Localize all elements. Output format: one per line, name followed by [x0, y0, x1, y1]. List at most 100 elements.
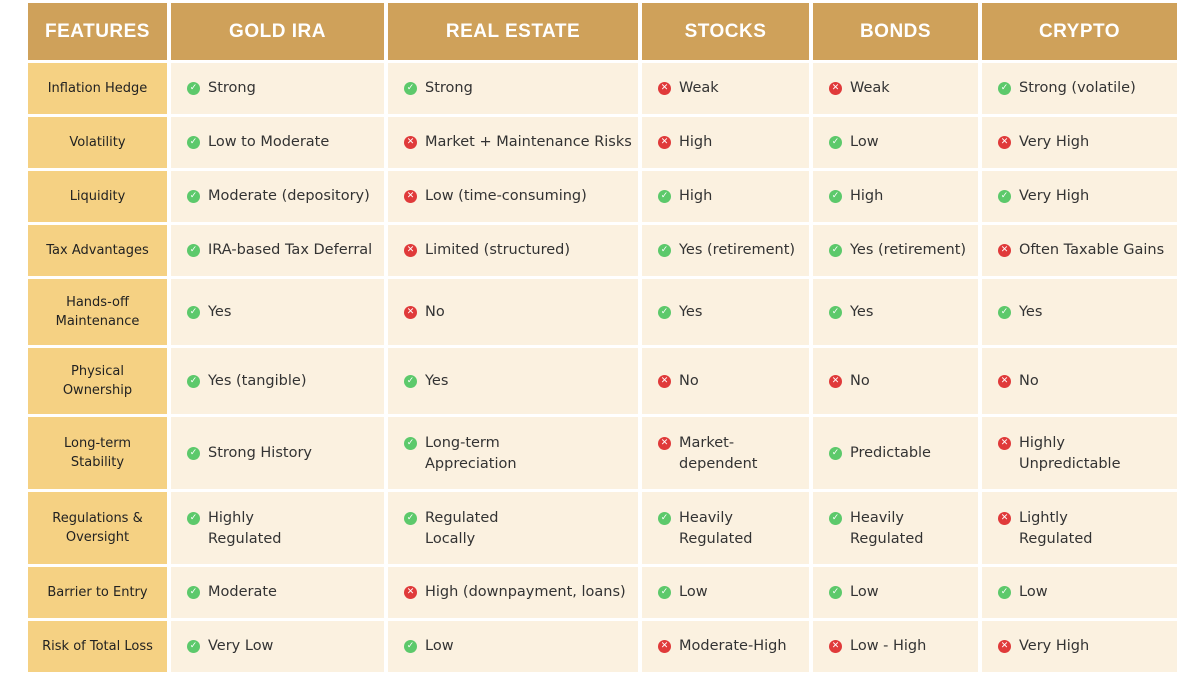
cell-text: Yes (retirement) — [679, 242, 796, 258]
cross-icon: ✕ — [998, 136, 1011, 149]
cross-icon: ✕ — [658, 82, 671, 95]
check-icon: ✓ — [404, 82, 417, 95]
cell-text: Very High — [1019, 188, 1090, 204]
cross-icon: ✕ — [404, 190, 417, 203]
check-icon: ✓ — [829, 244, 842, 257]
cell-text: Heavily Regulated — [850, 510, 924, 547]
cell-text: Low — [425, 638, 454, 654]
cell-text: No — [850, 372, 870, 389]
feature-label: Risk of Total Loss — [28, 621, 167, 672]
table-cell: ✕ No — [982, 348, 1177, 414]
cell-text: Predictable — [850, 444, 931, 461]
table-cell: ✓ Strong History — [171, 417, 384, 489]
cell-text: Highly Regulated — [208, 510, 282, 547]
cell-text: Market + Maintenance Risks — [425, 134, 632, 150]
table-cell: ✓ Heavily Regulated — [813, 492, 978, 564]
cross-icon: ✕ — [658, 374, 671, 388]
cross-icon: ✕ — [658, 136, 671, 149]
check-icon: ✓ — [829, 512, 842, 525]
check-icon: ✓ — [829, 586, 842, 599]
cell-text: Often Taxable Gains — [1019, 242, 1165, 258]
table-cell: ✕ Weak — [642, 63, 809, 114]
table-cell: ✓ Low — [388, 621, 638, 672]
table-cell: ✕ Lightly Regulated — [982, 492, 1177, 564]
cell-text: Limited (structured) — [425, 242, 570, 258]
header-features: FEATURES — [28, 3, 167, 60]
cell-text: Low (time-consuming) — [425, 188, 587, 204]
check-icon: ✓ — [998, 190, 1011, 203]
cross-icon: ✕ — [998, 437, 1011, 450]
cross-icon: ✕ — [658, 437, 671, 450]
table-cell: ✕ Very High — [982, 117, 1177, 168]
header-bonds: BONDS — [813, 3, 978, 60]
feature-label: Hands-off Maintenance — [28, 279, 167, 345]
cross-icon: ✕ — [998, 512, 1011, 525]
feature-label: Regulations & Oversight — [28, 492, 167, 564]
table-cell: ✓ Yes — [982, 279, 1177, 345]
cell-text: Weak — [850, 80, 890, 96]
cell-text: Strong (volatile) — [1019, 80, 1136, 96]
cell-text: High — [679, 188, 713, 204]
table-cell: ✕ Very High — [982, 621, 1177, 672]
check-icon: ✓ — [658, 586, 671, 599]
table-cell: ✓ Predictable — [813, 417, 978, 489]
cross-icon: ✕ — [404, 586, 417, 599]
check-icon: ✓ — [998, 82, 1011, 95]
cell-text: Very High — [1019, 638, 1090, 654]
table-cell: ✓ Yes (tangible) — [171, 348, 384, 414]
cell-text: High — [679, 134, 713, 150]
check-icon: ✓ — [187, 136, 200, 149]
table-cell: ✕ Moderate-High — [642, 621, 809, 672]
cell-text: IRA-based Tax Deferral — [208, 242, 373, 258]
cell-text: Market- dependent — [679, 435, 758, 472]
check-icon: ✓ — [998, 586, 1011, 599]
check-icon: ✓ — [829, 446, 842, 460]
check-icon: ✓ — [404, 512, 417, 525]
check-icon: ✓ — [187, 244, 200, 257]
check-icon: ✓ — [658, 305, 671, 319]
cross-icon: ✕ — [658, 640, 671, 653]
cross-icon: ✕ — [998, 244, 1011, 257]
table-cell: ✓ Long-term Appreciation — [388, 417, 638, 489]
check-icon: ✓ — [829, 190, 842, 203]
table-cell: ✓ IRA-based Tax Deferral — [171, 225, 384, 276]
cell-text: Heavily Regulated — [679, 510, 753, 547]
table-cell: ✕ No — [388, 279, 638, 345]
table-cell: ✓ Yes — [171, 279, 384, 345]
table-cell: ✕ No — [813, 348, 978, 414]
check-icon: ✓ — [829, 305, 842, 319]
table-cell: ✓ Yes (retirement) — [642, 225, 809, 276]
cell-text: No — [425, 303, 445, 320]
cell-text: Regulated Locally — [425, 510, 499, 547]
cell-text: Yes — [850, 303, 874, 320]
table-cell: ✓ Highly Regulated — [171, 492, 384, 564]
table-cell: ✓ Regulated Locally — [388, 492, 638, 564]
feature-label: Barrier to Entry — [28, 567, 167, 618]
check-icon: ✓ — [187, 82, 200, 95]
cross-icon: ✕ — [404, 136, 417, 149]
table-cell: ✕ Market- dependent — [642, 417, 809, 489]
check-icon: ✓ — [187, 305, 200, 319]
cell-text: High — [850, 188, 884, 204]
check-icon: ✓ — [998, 305, 1011, 319]
cell-text: No — [679, 372, 699, 389]
feature-label: Tax Advantages — [28, 225, 167, 276]
cell-text: Yes (tangible) — [208, 372, 307, 389]
cross-icon: ✕ — [829, 82, 842, 95]
cell-text: Yes — [679, 303, 703, 320]
cell-text: Very High — [1019, 134, 1090, 150]
table-cell: ✓ Yes — [388, 348, 638, 414]
table-cell: ✓ Low — [982, 567, 1177, 618]
cell-text: Lightly Regulated — [1019, 510, 1093, 547]
cell-text: Yes — [425, 372, 449, 389]
cross-icon: ✕ — [998, 374, 1011, 388]
header-crypto: CRYPTO — [982, 3, 1177, 60]
cross-icon: ✕ — [998, 640, 1011, 653]
feature-label: Volatility — [28, 117, 167, 168]
cell-text: High (downpayment, loans) — [425, 584, 626, 600]
table-cell: ✓ Heavily Regulated — [642, 492, 809, 564]
table-cell: ✕ Low (time-consuming) — [388, 171, 638, 222]
cell-text: Strong History — [208, 444, 312, 461]
table-cell: ✓ Strong — [388, 63, 638, 114]
cell-text: Low — [679, 584, 708, 600]
